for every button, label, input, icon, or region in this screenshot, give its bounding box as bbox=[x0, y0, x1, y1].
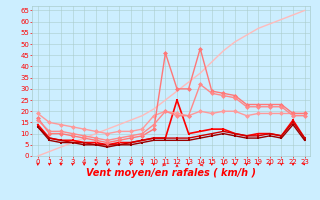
X-axis label: Vent moyen/en rafales ( km/h ): Vent moyen/en rafales ( km/h ) bbox=[86, 168, 256, 178]
